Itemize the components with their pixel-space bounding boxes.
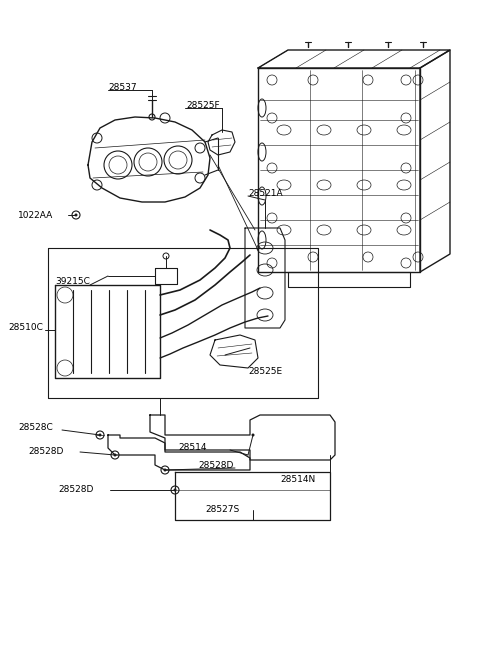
Circle shape <box>113 453 117 457</box>
Text: 28525E: 28525E <box>248 367 282 377</box>
Circle shape <box>164 468 167 472</box>
Text: 28537: 28537 <box>108 83 137 92</box>
Text: 28528D: 28528D <box>58 485 94 495</box>
Circle shape <box>98 434 101 436</box>
Text: 28528D: 28528D <box>198 462 233 470</box>
Text: 28514N: 28514N <box>280 476 315 485</box>
Circle shape <box>74 213 77 216</box>
Circle shape <box>252 434 254 436</box>
Circle shape <box>173 489 177 491</box>
Text: 28525F: 28525F <box>186 102 220 110</box>
Text: 28521A: 28521A <box>248 190 283 199</box>
Text: 28528C: 28528C <box>18 424 53 432</box>
Text: 1022AA: 1022AA <box>18 211 53 220</box>
Text: 28510C: 28510C <box>8 323 43 333</box>
Text: 39215C: 39215C <box>55 277 90 287</box>
Text: 28527S: 28527S <box>205 506 239 514</box>
Text: 28514: 28514 <box>178 443 206 453</box>
Text: 28528D: 28528D <box>28 447 63 457</box>
